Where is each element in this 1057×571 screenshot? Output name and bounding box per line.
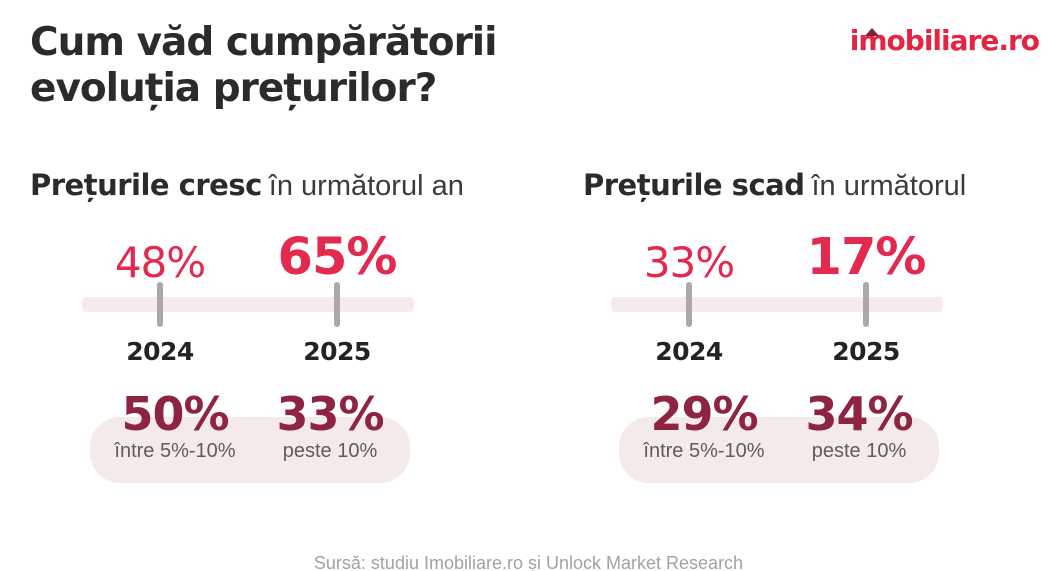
breakdown-label-1: între 5%-10%	[643, 440, 765, 462]
house-roof-icon	[865, 28, 880, 36]
logo-text-end: obiliare.ro	[886, 24, 1040, 57]
timeline-tick-2025	[863, 282, 869, 327]
year-label-2024: 2024	[126, 337, 194, 366]
breakdown-value-1: 50%	[121, 387, 229, 441]
panel-prices-increase: Prețurile cresc în următorul an 48% 65% 2…	[30, 168, 510, 498]
breakdown-value-1: 29%	[650, 387, 758, 441]
headline-rest: în următorul an	[268, 170, 464, 202]
timeline-bar	[611, 297, 943, 312]
headline-bold: Prețurile scad	[583, 168, 805, 202]
year-label-2025: 2025	[303, 337, 371, 366]
logo-house-m: m	[858, 24, 887, 57]
headline-rest: în următorul	[811, 170, 967, 202]
timeline-tick-2024	[686, 282, 692, 327]
timeline-value-2025: 17%	[806, 228, 926, 287]
timeline-tick-2025	[334, 282, 340, 327]
timeline-value-2025: 65%	[277, 228, 397, 287]
panel-prices-decrease: Prețurile scad în următorul 33% 17% 2024 …	[559, 168, 1039, 498]
breakdown-label-2: peste 10%	[282, 440, 378, 462]
imobiliare-logo: im obiliare.ro	[849, 24, 1040, 57]
breakdown-label-1: între 5%-10%	[114, 440, 236, 462]
headline-bold: Prețurile cresc	[30, 168, 262, 202]
logo-text-start: i	[849, 24, 860, 57]
panel-headline: Prețurile cresc în următorul an	[30, 168, 464, 203]
timeline-tick-2024	[157, 282, 163, 327]
breakdown-value-2: 34%	[805, 387, 913, 441]
breakdown-label-2: peste 10%	[811, 440, 907, 462]
timeline-value-2024: 48%	[114, 238, 206, 287]
breakdown-pill	[90, 417, 410, 483]
page-title-line-2: evoluția prețurilor?	[30, 65, 437, 111]
timeline-value-2024: 33%	[643, 238, 735, 287]
panel-headline: Prețurile scad în următorul	[583, 168, 966, 203]
breakdown-pill	[619, 417, 939, 483]
breakdown-value-2: 33%	[276, 387, 384, 441]
page-title: Cum văd cumpărătorii evoluția prețurilor…	[30, 20, 498, 111]
year-label-2025: 2025	[832, 337, 900, 366]
year-label-2024: 2024	[655, 337, 723, 366]
source-note: Sursă: studiu Imobiliare.ro și Unlock Ma…	[313, 553, 744, 571]
timeline-bar	[82, 297, 414, 312]
page-title-line-1: Cum văd cumpărătorii	[30, 20, 498, 65]
